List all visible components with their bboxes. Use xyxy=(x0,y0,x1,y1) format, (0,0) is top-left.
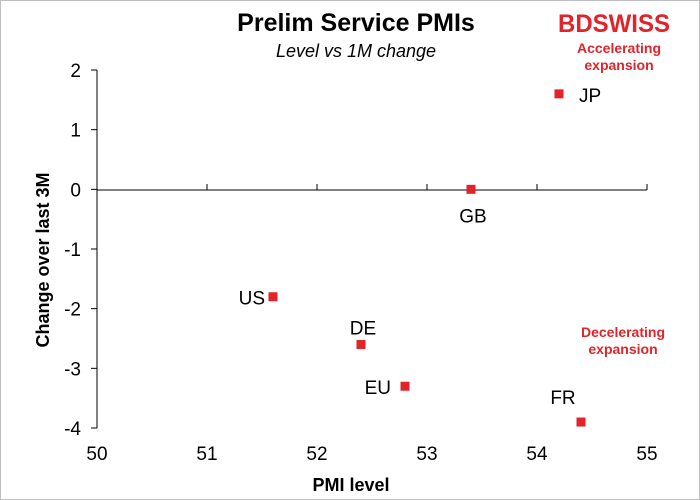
point-jp xyxy=(554,89,564,99)
bdswiss-logo: BDSWISS xyxy=(558,10,670,38)
point-label-jp: JP xyxy=(579,86,601,107)
x-tick-label: 50 xyxy=(86,444,107,465)
point-label-de: DE xyxy=(350,318,376,339)
y-axis-title: Change over last 3M xyxy=(33,172,53,347)
chart-title: Prelim Service PMIs xyxy=(237,9,475,37)
annotation-line: Accelerating xyxy=(577,40,661,56)
point-de xyxy=(356,339,366,349)
point-label-eu: EU xyxy=(365,378,391,399)
annotations: AcceleratingexpansionDeceleratingexpansi… xyxy=(577,40,665,357)
x-tick-label: 53 xyxy=(416,444,437,465)
y-tick-label: -3 xyxy=(64,359,81,380)
y-tick-label: -2 xyxy=(64,300,81,321)
y-tick-label: 1 xyxy=(70,121,81,142)
annotation-line: expansion xyxy=(584,57,653,73)
data-points: JP GB US DE EU FR xyxy=(239,86,601,427)
x-tick-label: 52 xyxy=(306,444,327,465)
y-tick-label: 2 xyxy=(70,61,81,82)
point-gb xyxy=(466,184,476,194)
x-ticks: 50 51 52 53 54 55 xyxy=(86,184,658,465)
point-label-us: US xyxy=(239,289,265,310)
annotation-line: expansion xyxy=(588,341,657,357)
chart-subtitle: Level vs 1M change xyxy=(276,41,436,61)
y-ticks: 2 1 0 -1 -2 -3 -4 xyxy=(64,61,97,440)
point-us xyxy=(268,292,278,302)
x-tick-label: 54 xyxy=(526,444,548,465)
y-tick-label: -1 xyxy=(64,240,81,261)
y-tick-label: -4 xyxy=(64,419,81,440)
point-label-fr: FR xyxy=(550,388,575,409)
x-tick-label: 51 xyxy=(196,444,217,465)
point-eu xyxy=(400,381,410,391)
y-tick-label: 0 xyxy=(70,180,81,201)
point-label-gb: GB xyxy=(459,206,486,227)
x-tick-label: 55 xyxy=(636,444,657,465)
logo-text: BDSWISS xyxy=(558,10,670,38)
point-fr xyxy=(576,417,586,427)
annotation-line: Decelerating xyxy=(581,324,665,340)
x-axis-title: PMI level xyxy=(312,475,389,495)
